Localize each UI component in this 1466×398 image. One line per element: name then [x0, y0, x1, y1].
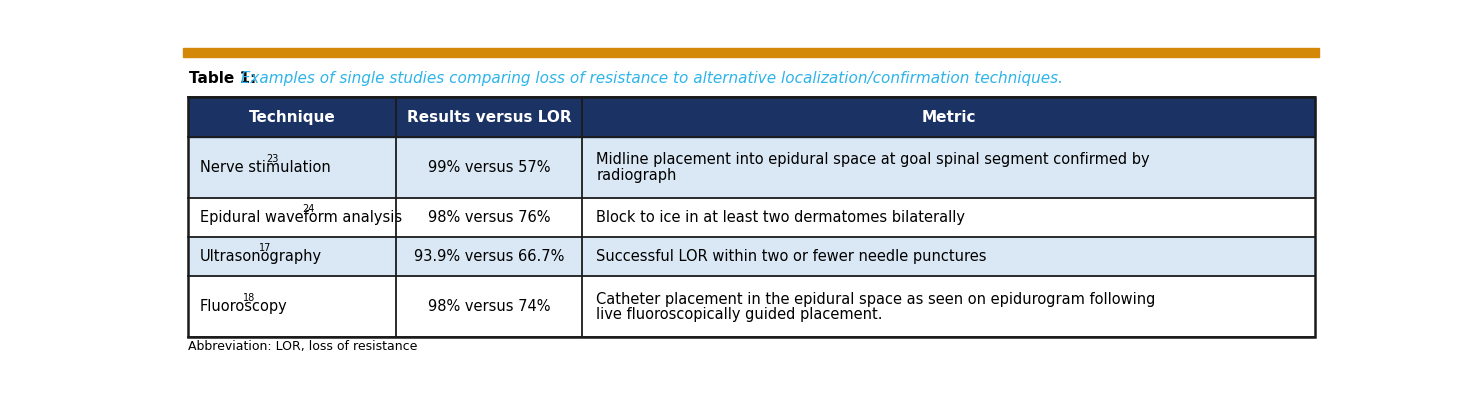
Text: live fluoroscopically guided placement.: live fluoroscopically guided placement. — [597, 307, 883, 322]
Bar — [188, 97, 1315, 137]
Text: Examples of single studies comparing loss of resistance to alternative localizat: Examples of single studies comparing los… — [232, 71, 1063, 86]
Text: Results versus LOR: Results versus LOR — [408, 109, 572, 125]
Text: Metric: Metric — [921, 109, 976, 125]
Bar — [183, 48, 1319, 57]
Text: Midline placement into epidural space at goal spinal segment confirmed by: Midline placement into epidural space at… — [597, 152, 1149, 168]
Text: Catheter placement in the epidural space as seen on epidurogram following: Catheter placement in the epidural space… — [597, 292, 1155, 307]
Text: 98% versus 74%: 98% versus 74% — [428, 299, 551, 314]
Text: Successful LOR within two or fewer needle punctures: Successful LOR within two or fewer needl… — [597, 249, 987, 264]
Text: Abbreviation: LOR, loss of resistance: Abbreviation: LOR, loss of resistance — [188, 340, 418, 353]
Text: 93.9% versus 66.7%: 93.9% versus 66.7% — [413, 249, 564, 264]
Text: Epidural waveform analysis: Epidural waveform analysis — [199, 210, 402, 225]
Bar — [188, 237, 1315, 277]
Bar — [188, 198, 1315, 237]
Text: Fluoroscopy: Fluoroscopy — [199, 299, 287, 314]
Text: Nerve stimulation: Nerve stimulation — [199, 160, 330, 175]
Text: 18: 18 — [243, 293, 255, 303]
Text: 24: 24 — [302, 204, 314, 214]
Text: Technique: Technique — [249, 109, 336, 125]
Text: Block to ice in at least two dermatomes bilaterally: Block to ice in at least two dermatomes … — [597, 210, 965, 225]
Text: 17: 17 — [258, 243, 271, 254]
Bar — [188, 97, 1315, 337]
Text: 23: 23 — [267, 154, 279, 164]
Text: Table 1:: Table 1: — [189, 71, 257, 86]
Text: 98% versus 76%: 98% versus 76% — [428, 210, 551, 225]
Text: radiograph: radiograph — [597, 168, 677, 183]
Bar — [188, 137, 1315, 198]
Text: 99% versus 57%: 99% versus 57% — [428, 160, 551, 175]
Bar — [188, 277, 1315, 337]
Text: Ultrasonography: Ultrasonography — [199, 249, 321, 264]
